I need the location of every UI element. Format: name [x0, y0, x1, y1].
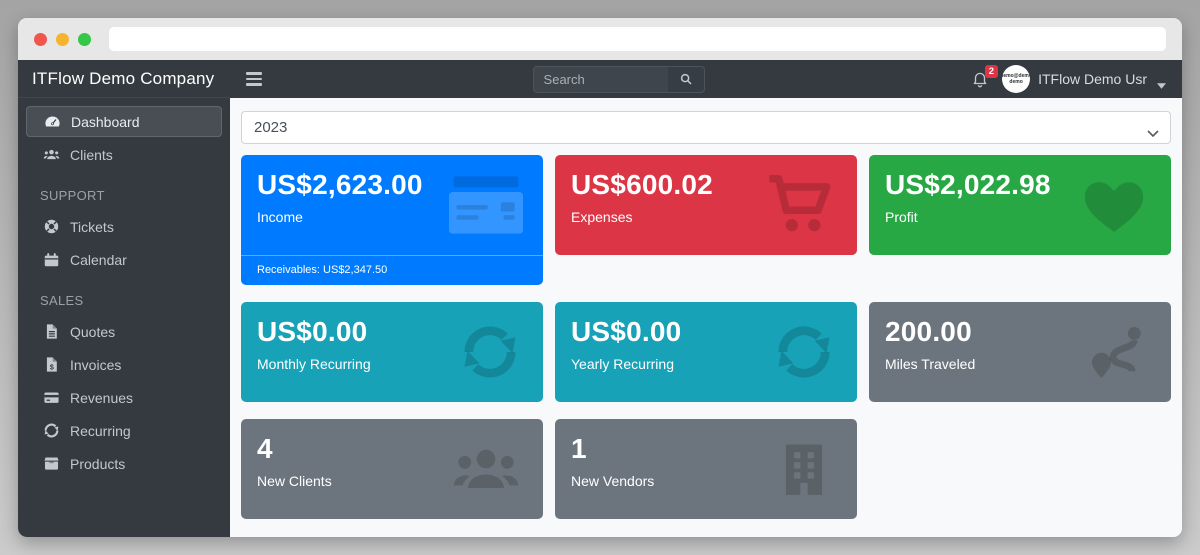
- close-window-button[interactable]: [34, 32, 47, 46]
- user-name: ITFlow Demo Usr: [1038, 71, 1147, 87]
- heart-icon: [1077, 170, 1151, 240]
- credit-card-icon: [42, 389, 61, 406]
- top-navbar: 2 demo@demo demo ITFlow Demo Usr: [230, 60, 1182, 98]
- file-invoice-dollar-icon: $: [42, 356, 61, 373]
- card-label: Income: [257, 208, 303, 225]
- sidebar-nav: Dashboard Clients SUPPORT Tickets: [18, 98, 230, 489]
- sidebar-item-label: Revenues: [70, 389, 134, 406]
- route-icon: [1085, 321, 1151, 383]
- sync-icon: [771, 321, 837, 383]
- sidebar-item-label: Quotes: [70, 323, 116, 340]
- sidebar-item-revenues[interactable]: Revenues: [26, 382, 222, 413]
- credit-card-icon: [449, 170, 523, 240]
- sidebar-item-quotes[interactable]: Quotes: [26, 316, 222, 347]
- card-value: US$2,623.00: [257, 169, 423, 200]
- card-label: Profit: [885, 208, 918, 225]
- menu-toggle-icon[interactable]: [246, 72, 266, 86]
- sidebar-item-invoices[interactable]: $ Invoices: [26, 349, 222, 380]
- card-label: Miles Traveled: [885, 355, 976, 372]
- search-icon: [679, 72, 693, 86]
- sidebar-item-label: Dashboard: [71, 113, 140, 130]
- user-menu[interactable]: demo@demo demo ITFlow Demo Usr: [1002, 65, 1166, 93]
- card-value: 200.00: [885, 316, 972, 347]
- sidebar-item-dashboard[interactable]: Dashboard: [26, 106, 222, 137]
- card-value: 1: [571, 433, 587, 464]
- minimize-window-button[interactable]: [56, 32, 69, 46]
- life-ring-icon: [42, 218, 61, 235]
- bell-icon: [971, 70, 989, 88]
- year-select[interactable]: 2023: [241, 111, 1171, 144]
- sidebar-item-label: Clients: [70, 146, 113, 163]
- monthly-recurring-card[interactable]: US$0.00 Monthly Recurring: [241, 302, 543, 402]
- building-icon: [771, 438, 837, 500]
- sidebar-item-products[interactable]: Products: [26, 448, 222, 479]
- dashboard-content: 2023 US$2,623.00 Income: [230, 98, 1182, 537]
- new-clients-card[interactable]: 4 New Clients: [241, 419, 543, 519]
- caret-down-icon: [1157, 76, 1166, 89]
- sidebar-item-calendar[interactable]: Calendar: [26, 244, 222, 275]
- calendar-icon: [42, 251, 61, 268]
- sidebar-item-tickets[interactable]: Tickets: [26, 211, 222, 242]
- card-label: New Clients: [257, 472, 332, 489]
- card-value: US$0.00: [571, 316, 682, 347]
- tachometer-icon: [43, 113, 62, 130]
- sidebar: ITFlow Demo Company Dashboard Clients SU…: [18, 60, 230, 537]
- file-lines-icon: [42, 323, 61, 340]
- card-value: US$2,022.98: [885, 169, 1051, 200]
- sidebar-item-clients[interactable]: Clients: [26, 139, 222, 170]
- expenses-card[interactable]: US$600.02 Expenses: [555, 155, 857, 255]
- income-receivables: Receivables: US$2,347.50: [241, 255, 543, 285]
- new-vendors-card[interactable]: 1 New Vendors: [555, 419, 857, 519]
- card-label: Expenses: [571, 208, 633, 225]
- card-label: Yearly Recurring: [571, 355, 674, 372]
- search-form: [532, 65, 705, 93]
- sync-icon: [457, 321, 523, 383]
- sidebar-item-label: Calendar: [70, 251, 127, 268]
- stat-cards-grid: US$2,623.00 Income Receivables: US$2,347…: [241, 155, 1171, 519]
- sidebar-item-label: Recurring: [70, 422, 131, 439]
- sidebar-item-label: Tickets: [70, 218, 114, 235]
- sidebar-item-label: Products: [70, 455, 126, 472]
- users-icon: [449, 434, 523, 504]
- window-controls: [34, 32, 91, 46]
- browser-window: ITFlow Demo Company Dashboard Clients SU…: [18, 18, 1182, 537]
- sidebar-section-sales: SALES: [40, 293, 84, 308]
- notification-badge: 2: [984, 65, 999, 79]
- card-label: Monthly Recurring: [257, 355, 371, 372]
- miles-traveled-card[interactable]: 200.00 Miles Traveled: [869, 302, 1171, 402]
- card-value: US$0.00: [257, 316, 368, 347]
- search-button[interactable]: [667, 65, 705, 93]
- sidebar-item-label: Invoices: [70, 356, 122, 373]
- browser-chrome: [18, 18, 1182, 60]
- svg-text:$: $: [50, 363, 54, 371]
- avatar-text: demo: [1009, 79, 1023, 85]
- card-value: 4: [257, 433, 273, 464]
- sidebar-item-recurring[interactable]: Recurring: [26, 415, 222, 446]
- notifications-button[interactable]: 2: [971, 65, 999, 88]
- shopping-cart-icon: [763, 170, 837, 240]
- profit-card[interactable]: US$2,022.98 Profit: [869, 155, 1171, 255]
- company-brand[interactable]: ITFlow Demo Company: [18, 60, 230, 98]
- yearly-recurring-card[interactable]: US$0.00 Yearly Recurring: [555, 302, 857, 402]
- card-value: US$600.02: [571, 169, 713, 200]
- sync-icon: [42, 422, 61, 439]
- search-input[interactable]: [532, 65, 668, 93]
- sidebar-section-support: SUPPORT: [40, 188, 105, 203]
- address-bar[interactable]: [109, 27, 1166, 51]
- card-label: New Vendors: [571, 472, 655, 489]
- avatar-text: demo@demo: [1002, 72, 1031, 79]
- users-icon: [42, 146, 61, 163]
- maximize-window-button[interactable]: [78, 32, 91, 46]
- box-icon: [42, 455, 61, 472]
- income-card[interactable]: US$2,623.00 Income Receivables: US$2,347…: [241, 155, 543, 285]
- avatar: demo@demo demo: [1002, 65, 1031, 93]
